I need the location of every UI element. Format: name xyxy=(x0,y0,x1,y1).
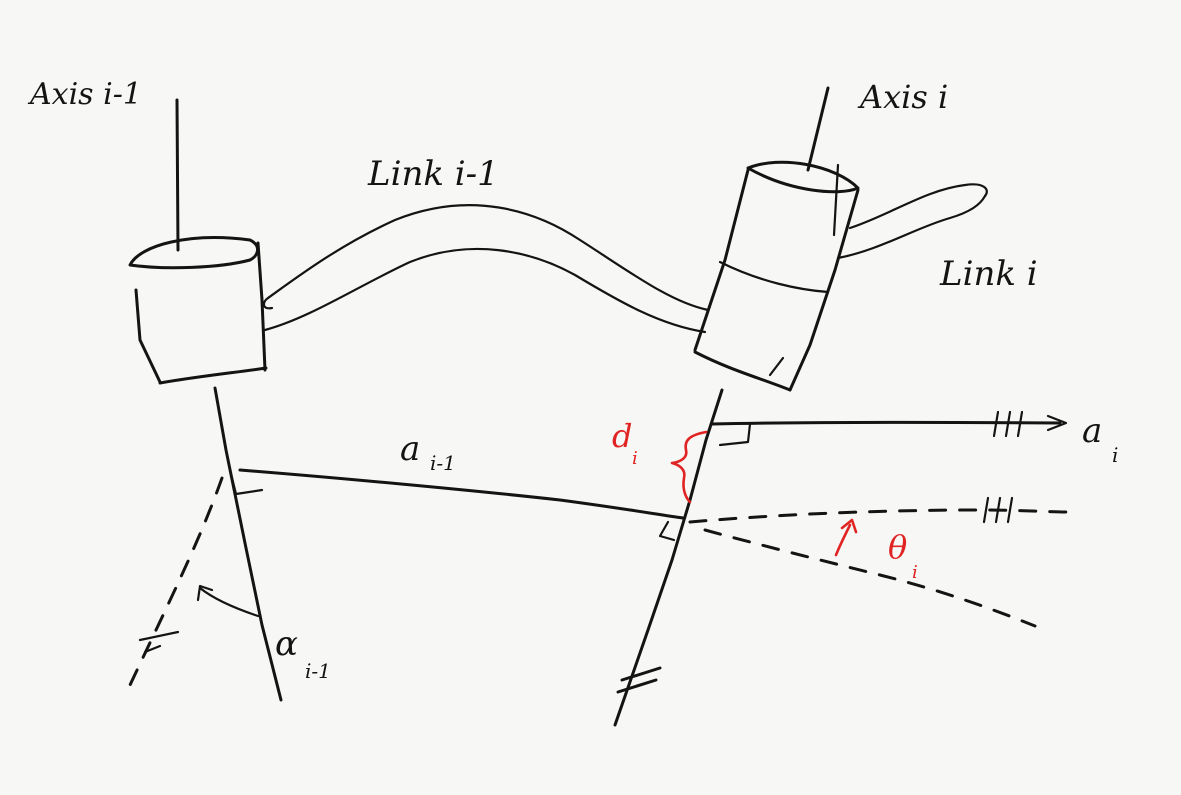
a-i-subscript: i xyxy=(1112,443,1118,467)
alpha-arrow xyxy=(196,584,260,618)
joint-i-minus-1-top-ellipse xyxy=(128,236,259,270)
right-angle-mark-i xyxy=(718,422,752,447)
joint-i-minus-1-left-wall xyxy=(134,288,162,384)
joint-i-middle-band xyxy=(718,260,830,294)
a-i-minus-1-subscript: i-1 xyxy=(430,451,456,475)
link-i-minus-1-end-cap xyxy=(262,296,274,310)
link-i xyxy=(836,183,988,260)
a-i-symbol: a xyxy=(1082,411,1102,451)
joint-i xyxy=(693,160,860,392)
joint-i-top-ellipse xyxy=(746,160,860,194)
axis-i-label: Axis i xyxy=(857,78,948,116)
link-i-minus-1-lower-edge xyxy=(263,247,707,334)
dashed-x-i-direction xyxy=(703,528,1037,628)
common-normal-a-i-minus-1 xyxy=(238,468,685,520)
axis-i-upper-line xyxy=(806,86,830,172)
dashed-alpha-reference xyxy=(128,476,224,687)
joint-i-minus-1-bottom xyxy=(158,366,268,385)
d-i-symbol: d xyxy=(612,417,632,455)
link-i-upper-edge xyxy=(848,183,988,230)
link-i-minus-1-upper-edge xyxy=(266,204,710,312)
a-i-minus-1-symbol: a xyxy=(400,429,420,469)
axis-i-minus-1-lower-line xyxy=(213,386,283,702)
d-i-subscript: i xyxy=(632,448,638,469)
d-i-brace xyxy=(670,430,708,504)
alpha-i-minus-1-symbol: α xyxy=(275,624,298,664)
a-i-tick-marks xyxy=(992,410,1024,438)
joint-i-seam-a xyxy=(832,163,840,237)
right-angle-mark-dashed xyxy=(658,520,676,542)
theta-i-subscript: i xyxy=(912,562,918,583)
axis-i-tick-marks xyxy=(616,666,662,694)
alpha-reference-tick xyxy=(138,630,180,654)
link-i-label: Link i xyxy=(939,254,1038,294)
dashed-extension-tick-marks xyxy=(982,496,1014,524)
theta-i-symbol: θ xyxy=(888,528,907,566)
joint-i-minus-1-right-wall xyxy=(256,241,267,372)
joint-i-seam-b xyxy=(768,356,785,377)
alpha-i-minus-1-subscript: i-1 xyxy=(305,659,331,683)
link-i-minus-1 xyxy=(262,204,710,334)
dashed-x-i-minus-1-extension xyxy=(688,508,1072,524)
link-i-minus-1-label: Link i-1 xyxy=(367,154,499,194)
theta-i-arrow xyxy=(834,518,858,557)
common-normal-a-i xyxy=(710,420,1062,426)
joint-i-bottom xyxy=(693,350,792,392)
axis-i-minus-1-label: Axis i-1 xyxy=(27,77,142,112)
link-i-lower-edge xyxy=(836,194,987,260)
joint-i-left-wall xyxy=(693,168,750,352)
axis-i-lower-line xyxy=(613,388,724,727)
a-i-arrow-head xyxy=(1046,414,1068,432)
axis-i-minus-1-upper-line xyxy=(175,98,180,252)
joint-i-minus-1 xyxy=(128,236,268,385)
right-angle-mark-i-minus-1 xyxy=(230,476,264,496)
joint-i-right-wall xyxy=(788,188,860,392)
